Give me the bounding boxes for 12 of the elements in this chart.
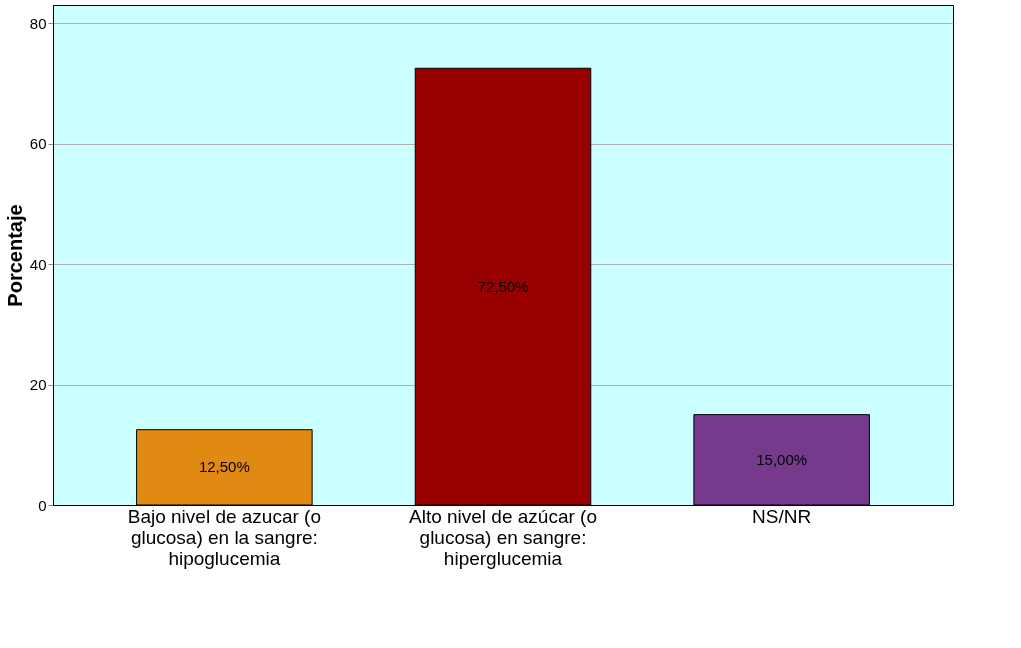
y-tick-label: 60 (29, 135, 47, 153)
y-tick-label: 80 (29, 14, 47, 32)
y-tick-label: 20 (29, 376, 47, 394)
data-label: 72,50% (477, 277, 529, 295)
y-axis-title: Porcentaje (3, 204, 26, 307)
x-tick-label: Bajo nivel de azucar (o glucosa) en la sangre: hipoglucemia (127, 505, 321, 569)
x-tick-label: Alto nivel de azúcar (o glucosa) en sangre: hiperglucemia (409, 505, 597, 569)
y-tick-label: 40 (29, 255, 47, 273)
x-tick-label: NS/NR (752, 505, 812, 527)
data-label: 15,00% (756, 450, 808, 468)
y-tick-label: 0 (38, 496, 47, 514)
data-label: 12,50% (198, 458, 250, 476)
